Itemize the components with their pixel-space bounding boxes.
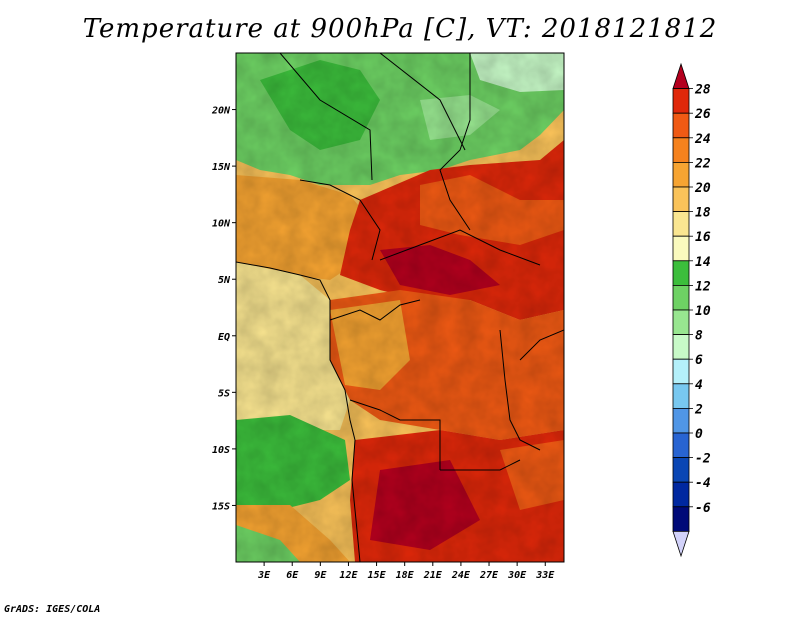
country-borders — [236, 53, 564, 562]
y-tick-label: EQ — [218, 332, 230, 343]
x-tick-label: 30E — [507, 570, 527, 581]
colorbar-swatch — [672, 383, 690, 409]
colorbar-swatch — [672, 235, 690, 262]
colorbar-swatch — [672, 112, 690, 139]
colorbar-label: 2 — [694, 402, 703, 417]
x-tick-label: 6E — [286, 570, 299, 581]
colorbar-swatch — [672, 186, 690, 213]
colorbar-label: 20 — [694, 181, 711, 196]
x-tick-label: 9E — [314, 570, 327, 581]
colorbar-label: 22 — [694, 156, 711, 171]
colorbar-swatch — [672, 284, 690, 311]
x-tick-label: 15E — [368, 570, 387, 581]
colorbar-label: 18 — [695, 206, 711, 221]
colorbar-label: 28 — [694, 83, 711, 98]
x-tick-label: 18E — [396, 570, 415, 581]
y-tick-label: 20N — [211, 106, 231, 117]
colorbar-label: -2 — [695, 452, 711, 467]
y-tick-label: 10S — [212, 445, 230, 456]
colorbar-swatch — [672, 161, 690, 188]
colorbar-label: -4 — [695, 476, 711, 491]
colorbar-label: 12 — [695, 279, 711, 294]
colorbar-swatch — [672, 137, 690, 163]
temperature-field — [236, 53, 564, 562]
chart-title: Temperature at 900hPa [C], VT: 201812181… — [82, 14, 718, 44]
colorbar-top-arrow — [672, 62, 690, 89]
colorbar-label: 8 — [695, 329, 703, 344]
colorbar-label: 24 — [694, 132, 711, 147]
colorbar-swatch — [672, 481, 690, 508]
colorbar-label: 16 — [695, 230, 711, 245]
colorbar-label: 26 — [694, 107, 711, 122]
y-axis: 20N 15N 10N 5N EQ 5S 10S 15S — [211, 106, 236, 512]
x-tick-label: 12E — [339, 570, 358, 581]
colorbar-swatch — [672, 260, 690, 286]
y-tick-label: 5N — [218, 275, 231, 286]
colorbar-swatch — [672, 407, 690, 434]
colorbar-swatch — [672, 309, 690, 336]
x-axis: 3E 6E 9E 12E 15E 18E 21E 24E 27E 30E 33E — [257, 562, 555, 581]
colorbar-label: 6 — [695, 353, 703, 368]
y-tick-label: 15N — [212, 162, 231, 173]
colorbar-swatch — [672, 88, 690, 114]
y-tick-label: 5S — [218, 388, 230, 399]
plot-frame — [235, 52, 565, 563]
colorbar-swatch — [672, 211, 690, 237]
colorbar-label: 14 — [695, 255, 711, 270]
y-tick-label: 15S — [212, 501, 230, 512]
x-tick-label: 33E — [535, 570, 555, 581]
colorbar-label: -6 — [695, 501, 711, 516]
colorbar-label: 4 — [695, 378, 703, 393]
colorbar-swatch — [672, 506, 690, 532]
colorbar-swatch — [672, 334, 690, 360]
colorbar-bottom-arrow — [672, 531, 690, 558]
x-tick-label: 21E — [423, 570, 443, 581]
y-tick-label: 10N — [212, 219, 231, 230]
texture-overlay — [236, 53, 564, 562]
colorbar-swatch — [672, 358, 690, 385]
colorbar-label: 0 — [695, 427, 703, 442]
colorbar-swatch — [672, 457, 690, 483]
grads-credit: GrADS: IGES/COLA — [4, 604, 101, 615]
colorbar-label: 10 — [695, 304, 711, 319]
x-tick-label: 24E — [451, 570, 471, 581]
x-tick-label: 3E — [257, 570, 271, 581]
colorbar-swatch — [672, 432, 690, 459]
x-tick-label: 27E — [479, 570, 499, 581]
